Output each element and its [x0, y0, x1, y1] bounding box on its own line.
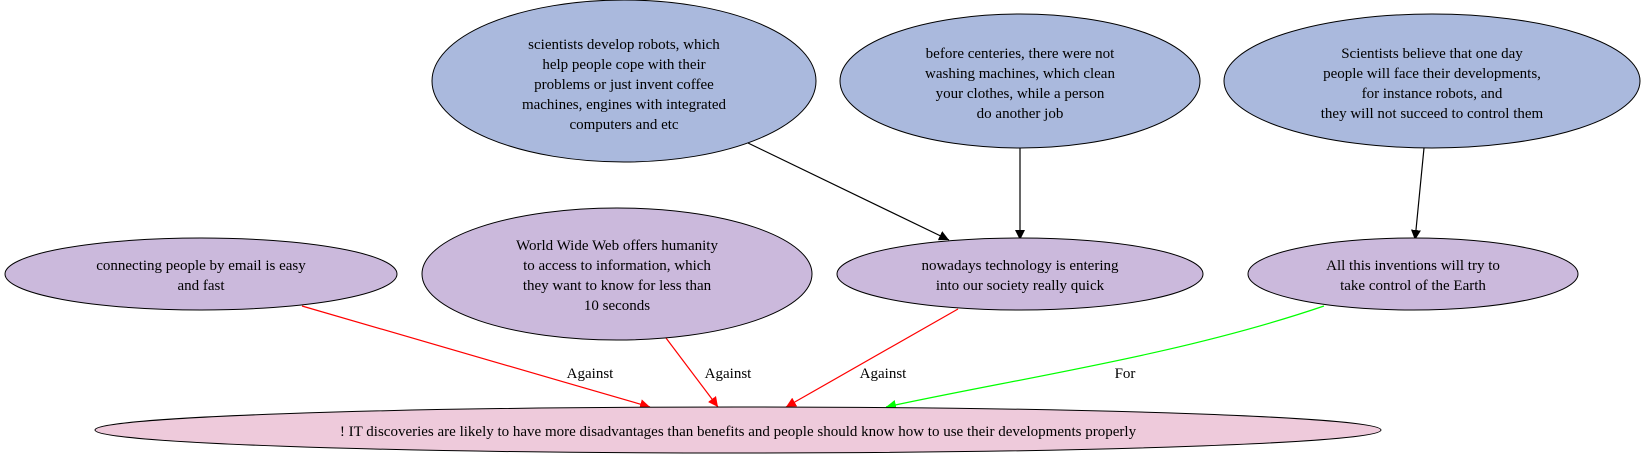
edge-label-inventions: For [1115, 366, 1136, 382]
node-text-line: people will face their developments, [1323, 66, 1541, 82]
edge-www-to-conclusion [665, 337, 719, 408]
node-text-line: connecting people by email is easy [96, 258, 306, 274]
node-claim-technology: nowadays technology is entering into our … [836, 237, 1204, 311]
edge-scientists-to-inventions [1410, 147, 1425, 241]
node-text-line: for instance robots, and [1362, 86, 1503, 102]
edge-layer: Against Against Against For [301, 142, 1425, 410]
node-text-line: help people cope with their [542, 57, 705, 73]
node-text: before centeries, there were not washing … [925, 46, 1115, 122]
node-text-line: machines, engines with integrated [522, 97, 727, 113]
node-text-line: before centeries, there were not [926, 46, 1115, 62]
edge-inventions-to-conclusion [885, 305, 1325, 410]
node-layer: scientists develop robots, which help peo… [4, 0, 1641, 454]
node-text: Scientists believe that one day people wi… [1321, 46, 1544, 122]
node-claim-www: World Wide Web offers humanity to access … [421, 207, 813, 341]
node-text-line: and fast [177, 278, 225, 294]
node-text-line: take control of the Earth [1340, 278, 1486, 294]
node-text-line: World Wide Web offers humanity [516, 238, 718, 254]
edge-email-to-conclusion [301, 305, 651, 410]
node-text-line: they want to know for less than [523, 278, 712, 294]
node-text-line: into our society really quick [936, 278, 1105, 294]
node-text: All this inventions will try to take cont… [1326, 258, 1500, 294]
node-text: World Wide Web offers humanity to access … [516, 238, 718, 314]
node-text-line: problems or just invent coffee [534, 77, 714, 93]
node-text-line: Scientists believe that one day [1341, 46, 1523, 62]
node-premise-robots: scientists develop robots, which help peo… [431, 0, 817, 163]
node-text-line: All this inventions will try to [1326, 258, 1500, 274]
node-conclusion: ! IT discoveries are likely to have more… [94, 406, 1382, 454]
node-text-line: they will not succeed to control them [1321, 106, 1544, 122]
node-text: ! IT discoveries are likely to have more… [340, 424, 1137, 440]
node-text-line: do another job [977, 106, 1064, 122]
node-text-line: nowadays technology is entering [921, 258, 1119, 274]
node-claim-inventions: All this inventions will try to take cont… [1247, 237, 1579, 311]
node-text: connecting people by email is easy and fa… [96, 258, 306, 294]
node-text-line: computers and etc [569, 117, 678, 133]
node-text-line: your clothes, while a person [936, 86, 1105, 102]
node-text-line: scientists develop robots, which [528, 37, 720, 53]
edge-label-www: Against [705, 366, 752, 382]
node-claim-email: connecting people by email is easy and fa… [4, 237, 398, 311]
node-text-line: ! IT discoveries are likely to have more… [340, 424, 1137, 440]
node-text: nowadays technology is entering into our … [921, 258, 1119, 294]
edge-label-email: Against [567, 366, 614, 382]
node-text-line: washing machines, which clean [925, 66, 1115, 82]
node-text: scientists develop robots, which help peo… [522, 37, 727, 133]
edge-technology-to-conclusion [785, 308, 959, 408]
node-premise-washing: before centeries, there were not washing … [839, 13, 1201, 149]
edge-robots-to-technology [747, 142, 950, 241]
node-premise-scientists: Scientists believe that one day people wi… [1223, 13, 1641, 149]
node-text-line: 10 seconds [584, 298, 650, 314]
node-text-line: to access to information, which [523, 258, 711, 274]
edge-label-technology: Against [860, 366, 907, 382]
